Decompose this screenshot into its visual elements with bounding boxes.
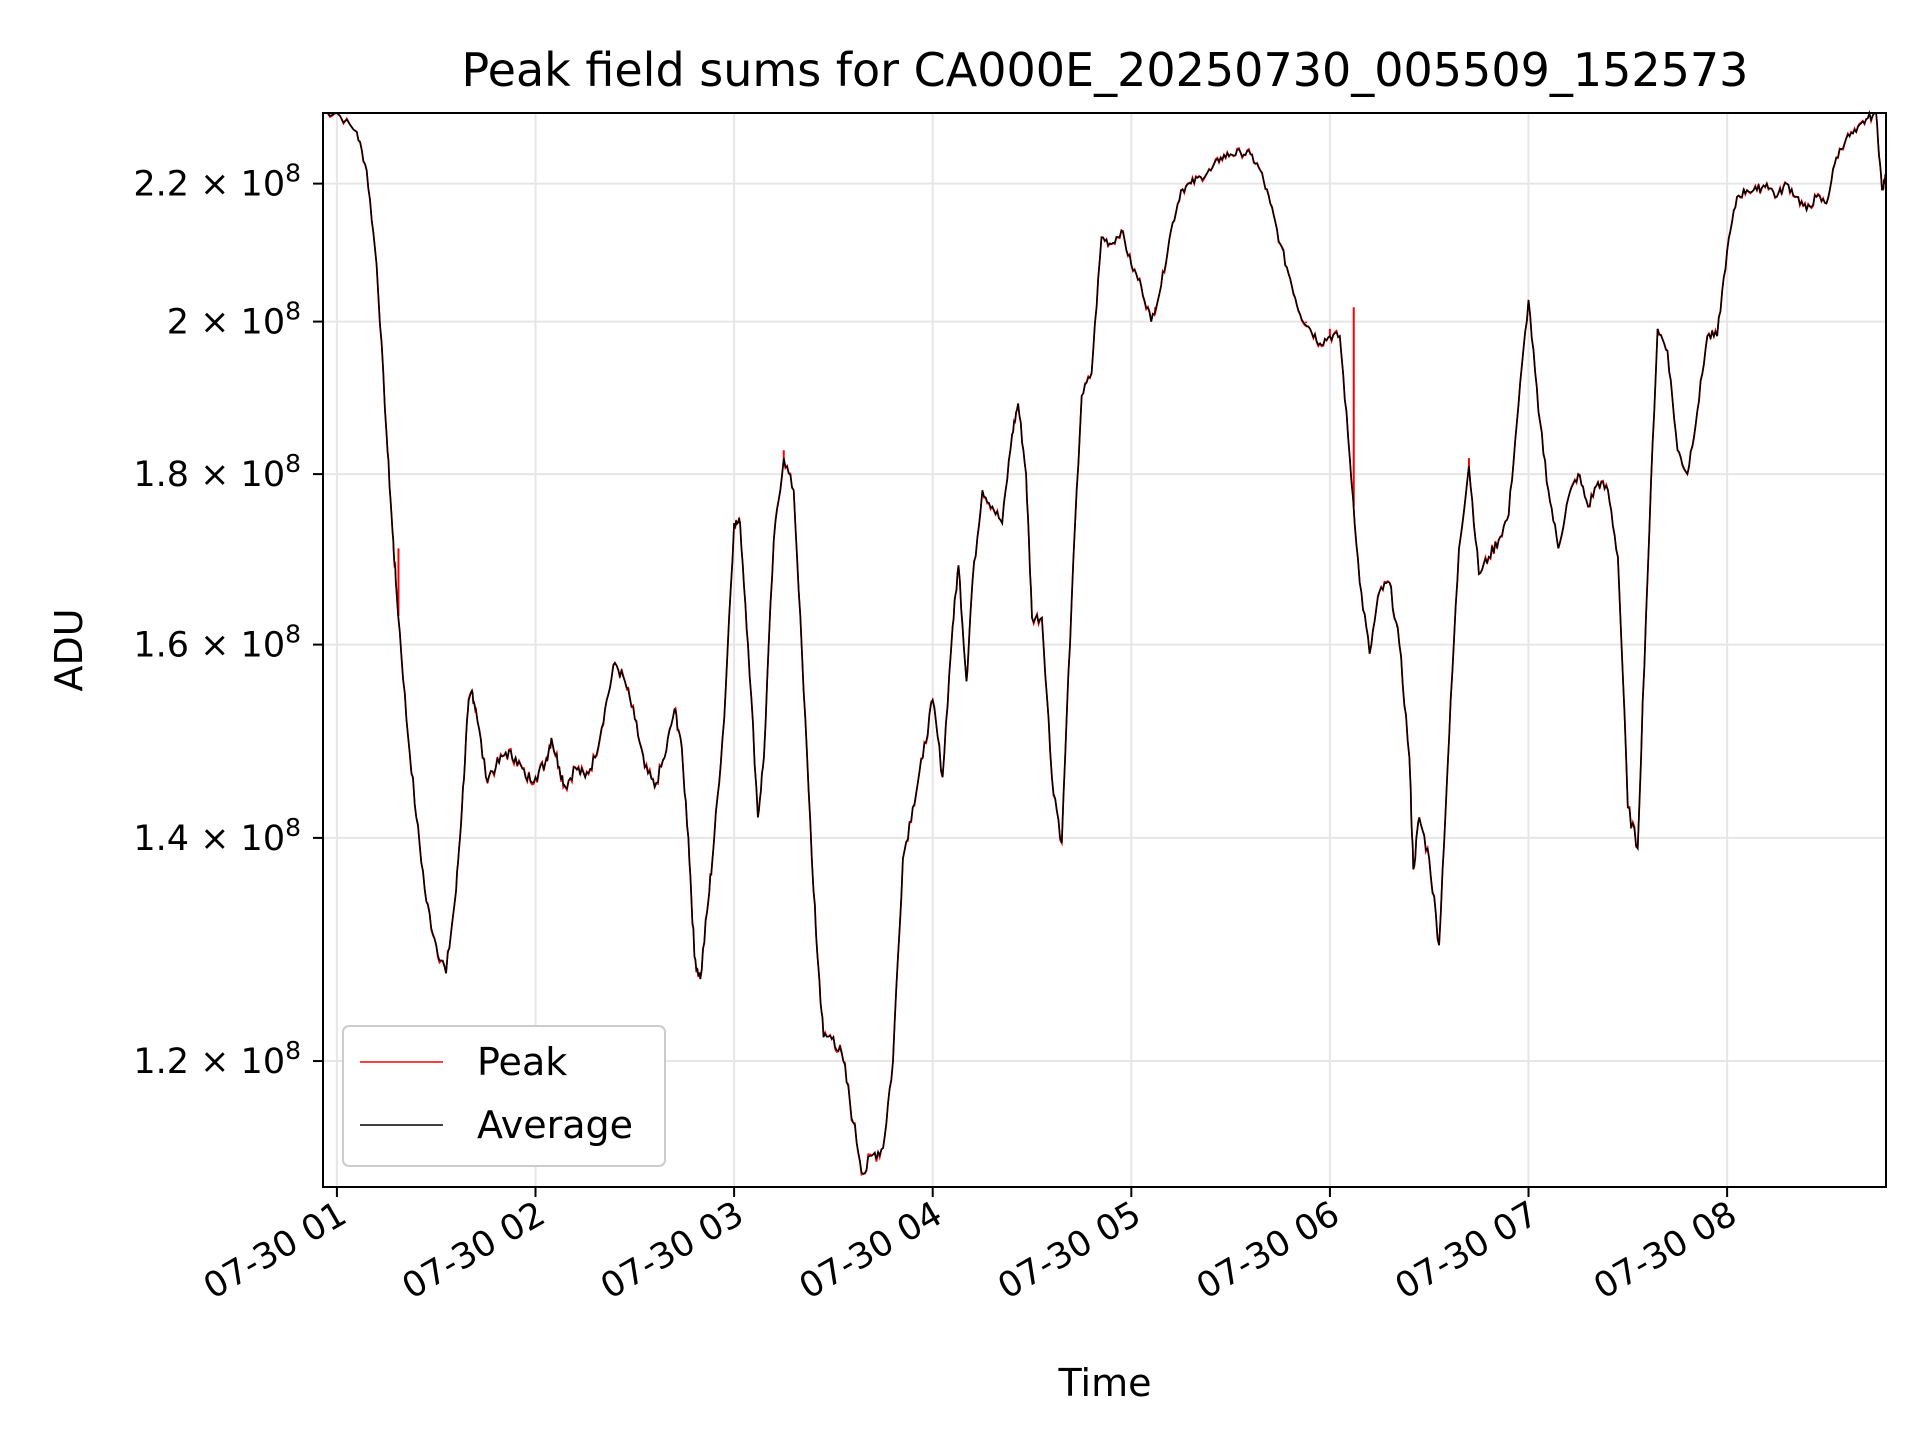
legend-label-peak: Peak bbox=[477, 1040, 567, 1084]
y-tick-label: 2 × 108 bbox=[167, 297, 301, 343]
y-tick-label: 1.4 × 108 bbox=[133, 813, 301, 859]
y-axis: 1.2 × 108 1.4 × 108 1.6 × 108 1.8 × 108 2 × … bbox=[133, 159, 323, 1082]
x-tick-label: 07-30 08 bbox=[1587, 1194, 1743, 1307]
grid bbox=[323, 113, 1886, 1187]
x-axis-label: Time bbox=[1058, 1361, 1152, 1405]
chart-title: Peak field sums for CA000E_20250730_0055… bbox=[462, 43, 1749, 97]
x-tick-label: 07-30 05 bbox=[992, 1194, 1148, 1307]
legend-box bbox=[342, 1025, 666, 1167]
y-tick-label: 2.2 × 108 bbox=[133, 159, 301, 205]
x-tick-label: 07-30 02 bbox=[396, 1194, 552, 1307]
legend-label-average: Average bbox=[477, 1103, 633, 1147]
y-axis-label: ADU bbox=[47, 608, 91, 691]
plot-frame bbox=[322, 112, 1887, 1188]
x-tick-label: 07-30 01 bbox=[197, 1194, 353, 1307]
x-tick-label: 07-30 04 bbox=[793, 1194, 949, 1307]
average-series bbox=[322, 110, 1887, 1175]
y-tick-label: 1.8 × 108 bbox=[133, 449, 301, 495]
y-tick-label: 1.6 × 108 bbox=[133, 620, 301, 666]
x-tick-label: 07-30 06 bbox=[1190, 1194, 1346, 1307]
x-tick-label: 07-30 07 bbox=[1389, 1194, 1545, 1307]
y-tick-label: 1.2 × 108 bbox=[133, 1036, 301, 1082]
x-tick-label: 07-30 03 bbox=[594, 1194, 750, 1307]
x-axis: 07-30 01 07-30 02 07-30 03 07-30 04 07-30 05… bbox=[197, 1187, 1744, 1307]
average-line bbox=[322, 110, 1887, 1175]
legend: Peak Average bbox=[342, 1025, 666, 1167]
